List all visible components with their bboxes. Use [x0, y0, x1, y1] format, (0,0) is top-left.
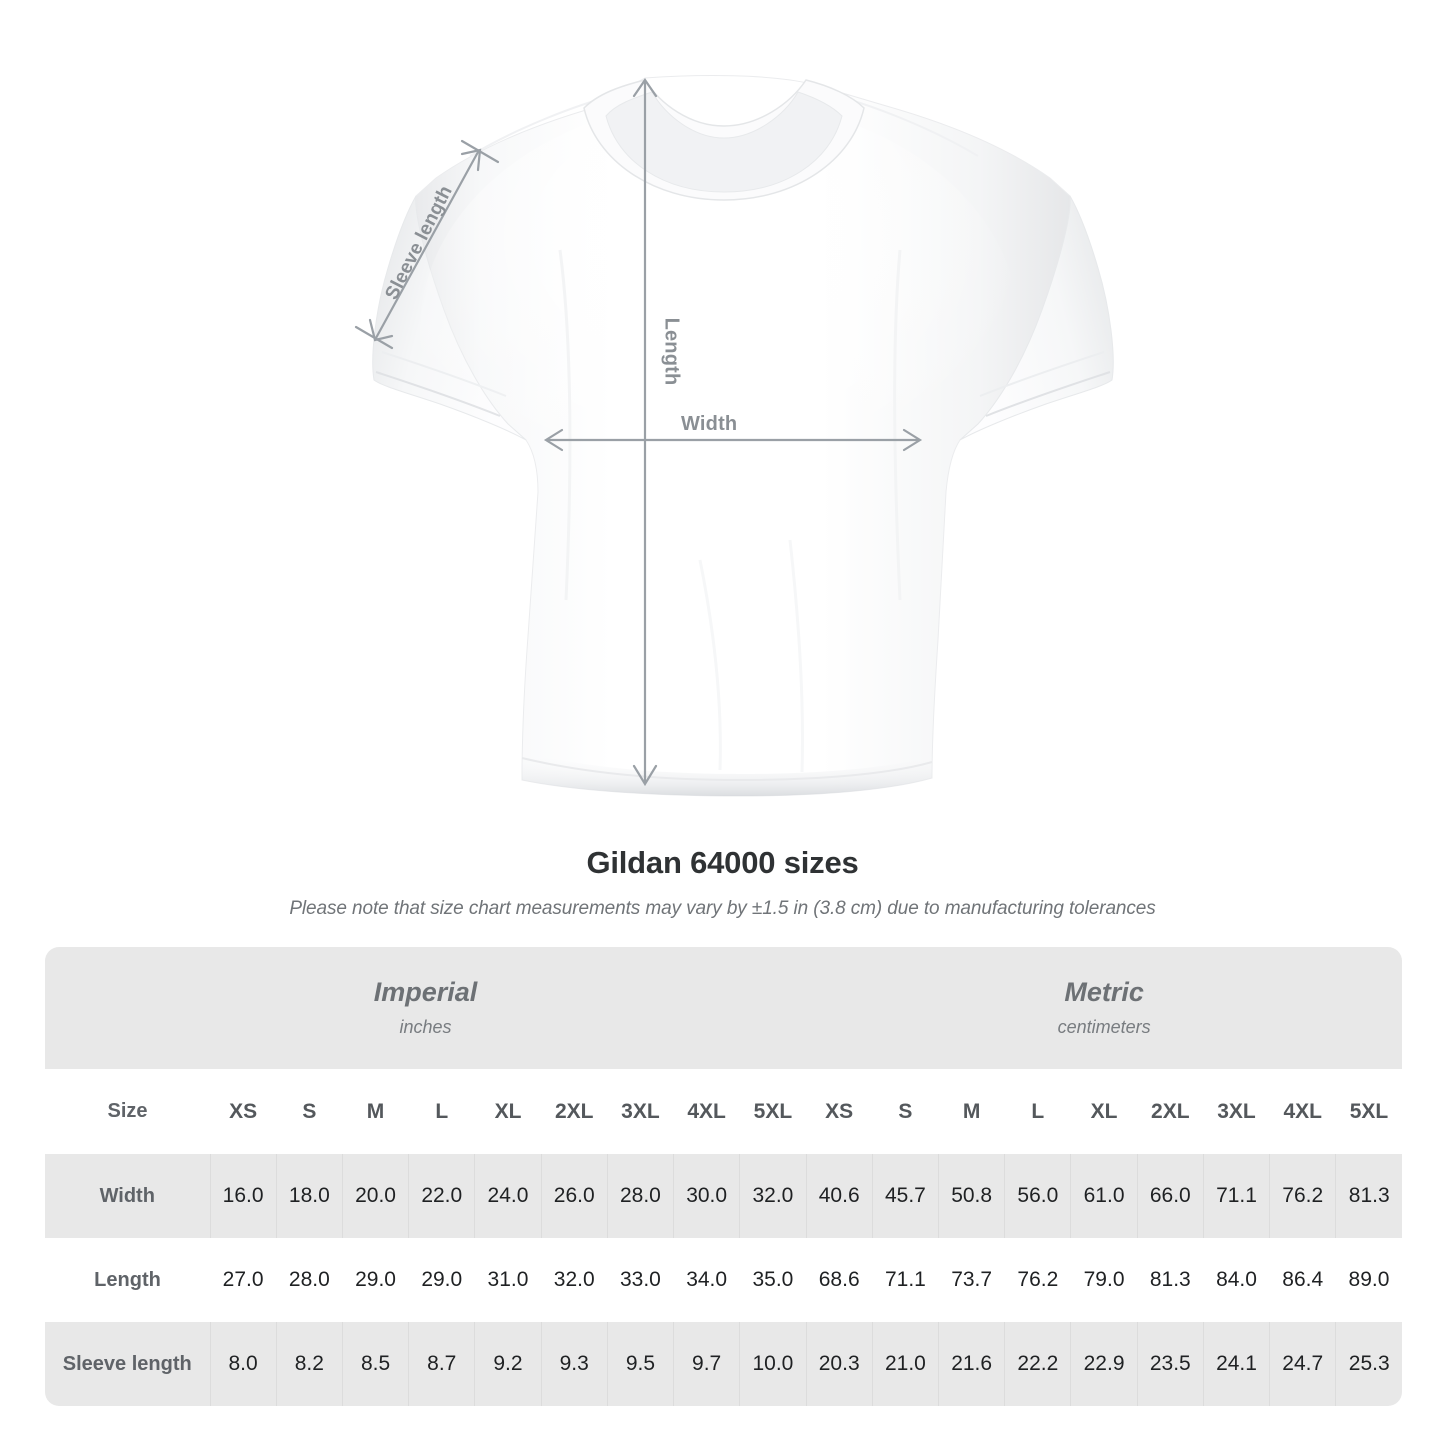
cell-sleeve-metric-8: 25.3: [1335, 1322, 1403, 1406]
tshirt-illustration: Sleeve length Length Width: [354, 75, 1114, 797]
cell-sleeve-imperial-8: 10.0: [739, 1322, 807, 1406]
cell-width-metric-8: 81.3: [1335, 1154, 1403, 1238]
cell-width-metric-6: 71.1: [1202, 1154, 1270, 1238]
table-row-width: Width 16.0 18.0 20.0 22.0 24.0 26.0 28.0…: [45, 1154, 1403, 1238]
cell-width-imperial-5: 26.0: [540, 1154, 608, 1238]
cell-sleeve-metric-5: 23.5: [1136, 1322, 1204, 1406]
unit-cell-metric: Metric centimeters: [806, 947, 1403, 1069]
cell-width-imperial-6: 28.0: [606, 1154, 674, 1238]
cell-sleeve-imperial-7: 9.7: [673, 1322, 740, 1406]
cell-width-imperial-3: 22.0: [408, 1154, 475, 1238]
cell-length-imperial-1: 28.0: [276, 1238, 343, 1322]
tolerance-note: Please note that size chart measurements…: [289, 898, 1156, 919]
cell-length-imperial-3: 29.0: [408, 1238, 475, 1322]
cell-length-imperial-5: 32.0: [541, 1238, 608, 1322]
cell-sleeve-metric-4: 22.9: [1070, 1322, 1138, 1406]
cell-width-imperial-4: 24.0: [474, 1154, 542, 1238]
cell-length-imperial-7: 34.0: [673, 1238, 740, 1322]
header-size-imperial-4: XL: [474, 1069, 542, 1154]
length-annotation-label: Length: [660, 317, 683, 386]
header-size-metric-7: 4XL: [1269, 1069, 1336, 1154]
cell-width-imperial-8: 32.0: [739, 1154, 807, 1238]
cell-sleeve-imperial-3: 8.7: [408, 1322, 475, 1406]
header-size-imperial-0: XS: [210, 1069, 277, 1154]
unit-cell-imperial: Imperial inches: [45, 947, 807, 1069]
header-size-metric-1: S: [872, 1069, 939, 1154]
header-size-imperial-1: S: [276, 1069, 343, 1154]
row-label-length: Length: [45, 1238, 210, 1322]
cell-sleeve-imperial-2: 8.5: [341, 1322, 409, 1406]
cell-width-imperial-0: 16.0: [209, 1154, 277, 1238]
cell-length-metric-4: 79.0: [1070, 1238, 1138, 1322]
cell-length-metric-6: 84.0: [1203, 1238, 1270, 1322]
unit-name-imperial: Imperial: [373, 977, 478, 1008]
cell-length-metric-5: 81.3: [1137, 1238, 1204, 1322]
unit-sub-metric: centimeters: [1057, 1016, 1151, 1037]
header-size-imperial-6: 3XL: [607, 1069, 674, 1154]
cell-width-metric-7: 76.2: [1269, 1154, 1336, 1238]
cell-length-metric-0: 68.6: [806, 1238, 873, 1322]
cell-sleeve-imperial-1: 8.2: [275, 1322, 343, 1406]
row-label-sleeve-length: Sleeve length: [45, 1322, 210, 1406]
cell-width-metric-1: 45.7: [871, 1154, 939, 1238]
cell-sleeve-imperial-5: 9.3: [540, 1322, 608, 1406]
cell-width-metric-5: 66.0: [1136, 1154, 1204, 1238]
cell-width-metric-3: 56.0: [1004, 1154, 1071, 1238]
cell-length-imperial-0: 27.0: [210, 1238, 277, 1322]
cell-length-metric-7: 86.4: [1269, 1238, 1336, 1322]
header-size-imperial-2: M: [342, 1069, 409, 1154]
cell-width-imperial-1: 18.0: [275, 1154, 343, 1238]
row-label-width: Width: [45, 1154, 210, 1238]
cell-sleeve-metric-0: 20.3: [805, 1322, 873, 1406]
header-size-imperial-3: L: [408, 1069, 475, 1154]
header-size-metric-0: XS: [806, 1069, 873, 1154]
cell-width-imperial-7: 30.0: [673, 1154, 740, 1238]
cell-width-metric-0: 40.6: [805, 1154, 873, 1238]
cell-width-imperial-2: 20.0: [341, 1154, 409, 1238]
cell-sleeve-imperial-0: 8.0: [209, 1322, 277, 1406]
cell-sleeve-metric-1: 21.0: [871, 1322, 939, 1406]
cell-sleeve-metric-3: 22.2: [1004, 1322, 1071, 1406]
header-size-metric-6: 3XL: [1203, 1069, 1270, 1154]
table-row-sleeve-length: Sleeve length 8.0 8.2 8.5 8.7 9.2 9.3 9.…: [45, 1322, 1403, 1406]
cell-sleeve-metric-2: 21.6: [938, 1322, 1005, 1406]
size-table-container: Imperial inches Metric centimeters Size …: [45, 947, 1403, 1406]
cell-length-imperial-6: 33.0: [607, 1238, 674, 1322]
unit-name-metric: Metric: [1064, 977, 1144, 1008]
cell-length-imperial-4: 31.0: [474, 1238, 542, 1322]
unit-sub-imperial: inches: [399, 1016, 452, 1037]
table-header-row: Size XS S M L XL 2XL 3XL 4XL 5XL XS S M …: [45, 1069, 1403, 1154]
tshirt-shape-svg: [372, 75, 1114, 797]
cell-length-imperial-2: 29.0: [342, 1238, 409, 1322]
cell-width-metric-2: 50.8: [938, 1154, 1005, 1238]
cell-sleeve-imperial-4: 9.2: [474, 1322, 542, 1406]
cell-length-metric-8: 89.0: [1335, 1238, 1403, 1322]
header-size-imperial-8: 5XL: [739, 1069, 807, 1154]
unit-band-row: Imperial inches Metric centimeters: [45, 947, 1403, 1069]
header-size-metric-3: L: [1004, 1069, 1071, 1154]
tshirt-diagram: Sleeve length Length Width: [354, 75, 1114, 797]
cell-length-imperial-8: 35.0: [739, 1238, 807, 1322]
header-size-label: Size: [45, 1069, 210, 1154]
cell-length-metric-2: 73.7: [938, 1238, 1005, 1322]
header-size-metric-5: 2XL: [1137, 1069, 1204, 1154]
header-size-metric-2: M: [938, 1069, 1005, 1154]
header-size-imperial-7: 4XL: [673, 1069, 740, 1154]
cell-width-metric-4: 61.0: [1070, 1154, 1138, 1238]
header-size-imperial-5: 2XL: [541, 1069, 608, 1154]
cell-length-metric-3: 76.2: [1004, 1238, 1071, 1322]
cell-sleeve-metric-7: 24.7: [1269, 1322, 1336, 1406]
table-row-length: Length 27.0 28.0 29.0 29.0 31.0 32.0 33.…: [45, 1238, 1403, 1322]
cell-length-metric-1: 71.1: [872, 1238, 939, 1322]
page-title: Gildan 64000 sizes: [586, 845, 859, 880]
header-size-metric-8: 5XL: [1335, 1069, 1403, 1154]
cell-sleeve-metric-6: 24.1: [1202, 1322, 1270, 1406]
cell-sleeve-imperial-6: 9.5: [606, 1322, 674, 1406]
chart-heading: Gildan 64000 sizes Please note that size…: [0, 845, 1445, 920]
width-annotation-label: Width: [681, 413, 738, 435]
size-table: Imperial inches Metric centimeters Size …: [45, 947, 1403, 1406]
header-size-metric-4: XL: [1070, 1069, 1138, 1154]
